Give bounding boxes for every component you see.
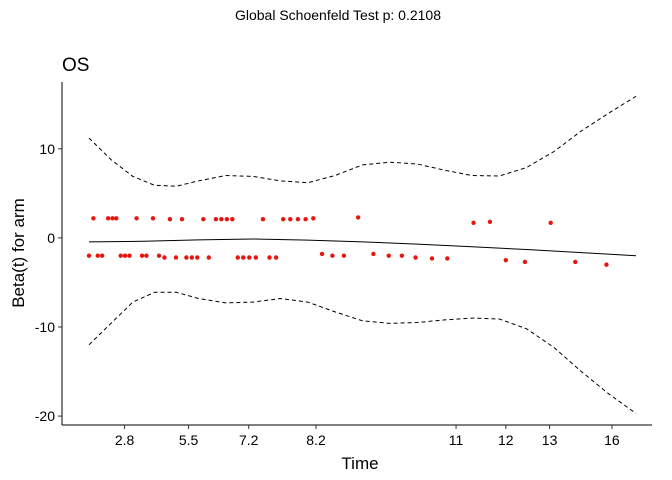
residual-point — [91, 216, 96, 221]
residual-point — [303, 217, 308, 222]
residual-point — [548, 220, 553, 225]
residual-point — [201, 217, 206, 222]
residual-point — [280, 217, 286, 222]
x-tick-label: 13 — [542, 432, 558, 448]
residual-point — [371, 251, 376, 257]
residual-point — [162, 255, 167, 260]
residual-point — [311, 216, 316, 221]
residual-point — [503, 257, 509, 263]
x-tick-label: 12 — [498, 432, 514, 448]
global-test-title: Global Schoenfeld Test p: 0.2108 — [235, 7, 441, 23]
residual-point — [399, 253, 405, 258]
residual-point — [267, 255, 272, 260]
residual-point — [522, 259, 528, 265]
residual-point — [471, 220, 476, 225]
residual-point — [445, 256, 450, 261]
residual-point — [195, 255, 200, 260]
residual-point — [295, 217, 301, 222]
plot-area: -20 -10 0 10 2.8 5.5 7.2 8.2 11 12 13 16 — [35, 82, 652, 448]
residual-point — [273, 255, 279, 260]
x-tick-label: 7.2 — [239, 432, 259, 448]
y-tick-label: 10 — [39, 141, 55, 157]
residual-point — [99, 253, 105, 258]
residual-point — [413, 255, 418, 260]
residual-point — [573, 259, 578, 265]
residual-point — [253, 255, 259, 260]
residual-point — [235, 255, 240, 260]
residual-point — [122, 253, 128, 258]
residual-point — [189, 255, 195, 260]
y-tick-label: 0 — [47, 230, 55, 246]
residual-point — [341, 253, 347, 258]
residual-point — [487, 219, 493, 225]
residual-point — [184, 255, 189, 260]
residual-point — [110, 216, 115, 221]
beta-smooth-line — [88, 238, 637, 257]
x-tick-label: 11 — [449, 432, 464, 448]
x-tick-label: 8.2 — [306, 432, 326, 448]
x-axis-label: Time — [341, 454, 378, 473]
residual-point — [105, 216, 111, 221]
residual-point — [386, 253, 391, 258]
upper-confidence-band — [88, 95, 637, 187]
residual-point — [167, 217, 173, 222]
residual-point — [219, 217, 224, 222]
residual-point — [95, 253, 100, 258]
residual-point — [319, 251, 325, 257]
residual-point — [173, 255, 179, 260]
y-tick-label: -10 — [35, 319, 55, 335]
residual-point — [247, 255, 252, 260]
residual-point — [604, 262, 609, 267]
x-tick-label: 16 — [604, 432, 620, 448]
residual-point — [224, 217, 230, 222]
residual-point — [429, 256, 435, 261]
x-tick-label: 5.5 — [179, 432, 199, 448]
residual-point — [144, 253, 149, 258]
residual-point — [134, 216, 139, 221]
residual-point — [156, 253, 162, 258]
residual-point — [355, 215, 361, 220]
residual-point — [260, 217, 266, 222]
residual-point — [114, 216, 119, 221]
residual-point — [139, 253, 145, 258]
residual-point — [330, 253, 335, 258]
residual-point — [150, 216, 156, 221]
residual-point — [86, 253, 92, 258]
residual-point — [118, 253, 123, 258]
x-tick-label: 2.8 — [115, 432, 135, 448]
residual-point — [230, 217, 235, 222]
residual-point — [179, 217, 185, 222]
y-axis-label: Beta(t) for arm — [9, 198, 28, 308]
y-tick-label: -20 — [35, 408, 55, 424]
residual-point — [288, 217, 293, 222]
residual-point — [213, 217, 219, 222]
residual-point — [206, 255, 211, 260]
chart-title: OS — [62, 55, 89, 76]
residual-point — [127, 253, 132, 258]
lower-confidence-band — [88, 291, 637, 414]
residual-point — [241, 255, 246, 260]
